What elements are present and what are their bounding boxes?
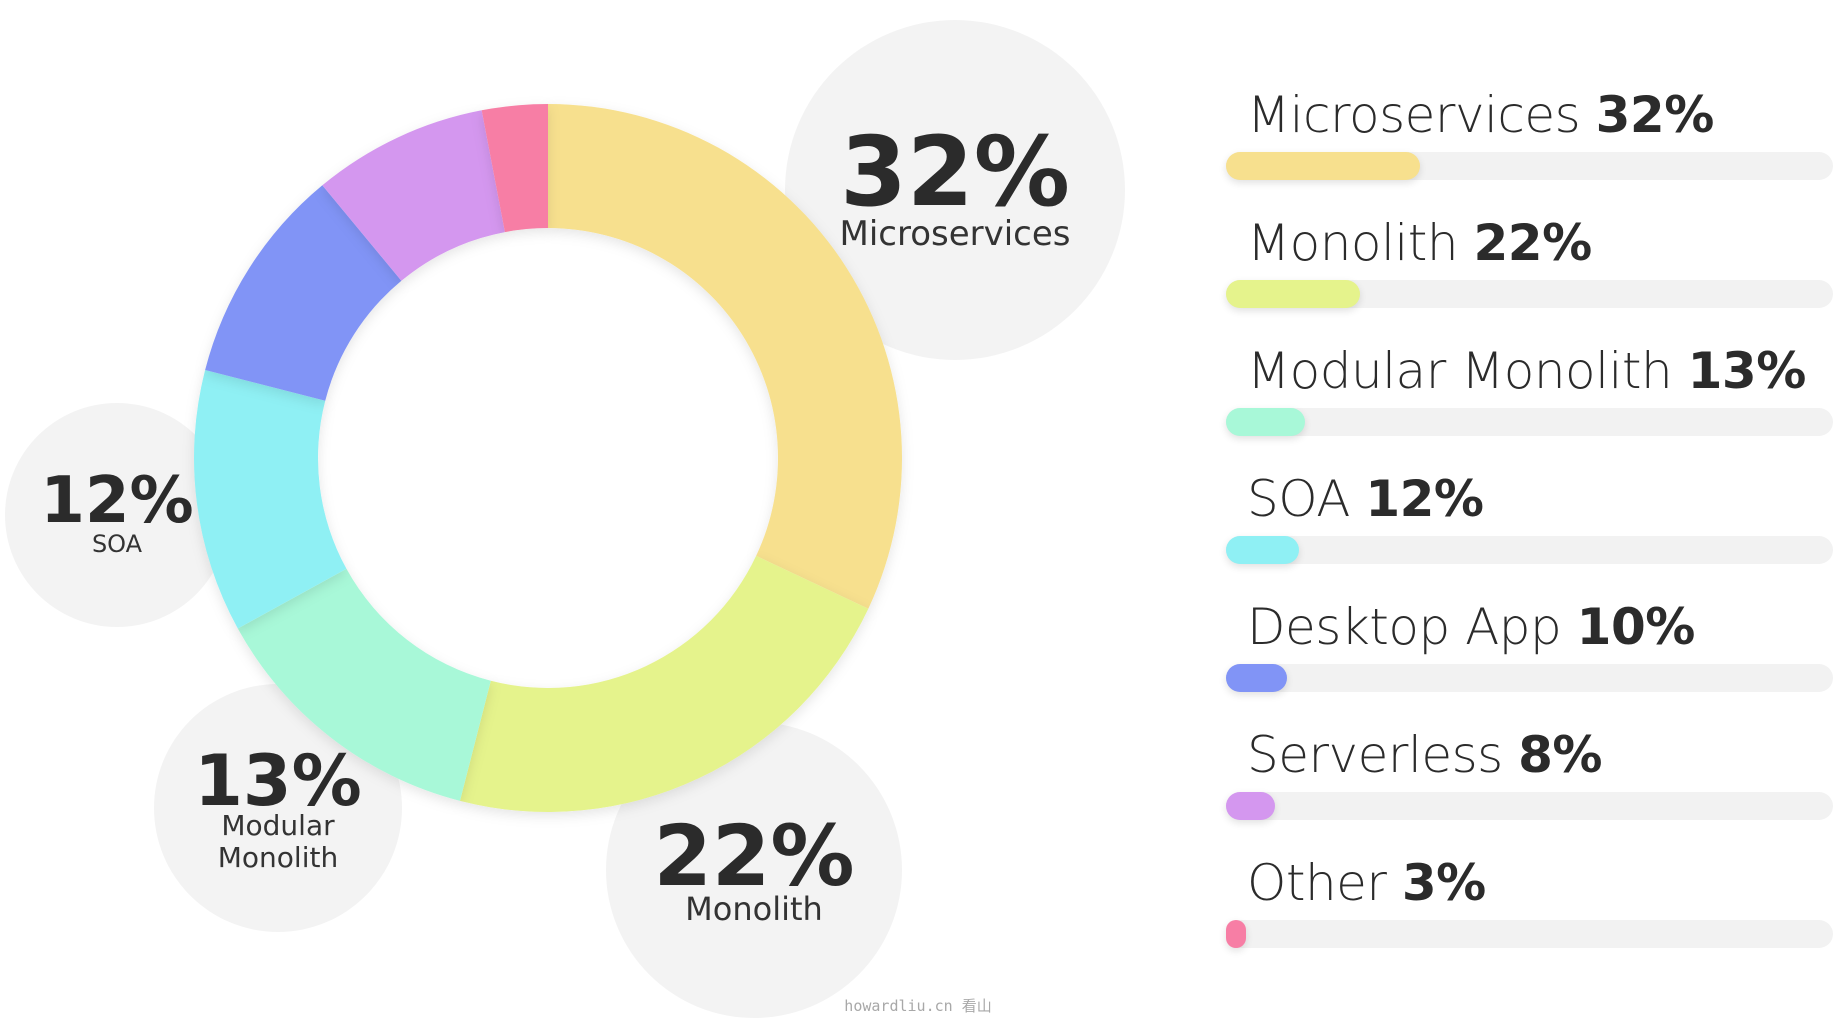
legend-item: Serverless 8% xyxy=(1223,720,1833,848)
callout-bubble-soa xyxy=(5,403,229,627)
legend-value: 13% xyxy=(1687,342,1807,400)
legend-category: Other xyxy=(1247,854,1402,912)
legend-label: Serverless 8% xyxy=(1247,726,1603,784)
legend-value: 22% xyxy=(1473,214,1592,272)
callout-value: 32% xyxy=(840,116,1070,228)
legend-item: SOA 12% xyxy=(1223,464,1833,592)
legend-label: Monolith 22% xyxy=(1247,214,1592,272)
legend-bar-track xyxy=(1226,792,1833,820)
donut-slice-desktop-app xyxy=(205,185,402,401)
legend-bar-track xyxy=(1226,152,1833,180)
legend-item: Microservices 32% xyxy=(1223,80,1833,208)
callout-value: 13% xyxy=(194,740,362,822)
legend-category: Modular Monolith xyxy=(1247,342,1688,400)
callout-bubble-microservices xyxy=(785,20,1125,360)
legend-bar-fill xyxy=(1226,792,1275,820)
legend-label: Modular Monolith 13% xyxy=(1247,342,1806,400)
donut-slice-serverless xyxy=(322,110,505,281)
legend-value: 3% xyxy=(1401,854,1486,912)
legend-item: Monolith 22% xyxy=(1223,208,1833,336)
callout-bubbles xyxy=(5,20,1125,1018)
legend-bar-track xyxy=(1226,920,1833,948)
callout-labels: 32%Microservices22%Monolith13%ModularMon… xyxy=(40,116,1070,928)
legend-bar-track xyxy=(1226,664,1833,692)
legend-value: 8% xyxy=(1518,726,1603,784)
legend-bar-fill xyxy=(1226,152,1421,180)
callout-bubble-modular-monolith xyxy=(154,684,402,932)
callout-value: 22% xyxy=(653,807,854,905)
legend-category: Microservices xyxy=(1247,86,1596,144)
legend-bar-track xyxy=(1226,280,1833,308)
donut-slice-soa xyxy=(194,369,347,629)
legend-bar-fill xyxy=(1226,664,1287,692)
donut-slice-other xyxy=(481,104,548,233)
legend-bar-fill xyxy=(1226,280,1360,308)
legend-item: Other 3% xyxy=(1223,848,1833,976)
legend-label: Desktop App 10% xyxy=(1247,598,1695,656)
legend-value: 12% xyxy=(1365,470,1484,528)
legend-item: Desktop App 10% xyxy=(1223,592,1833,720)
legend-label: SOA 12% xyxy=(1247,470,1484,528)
callout-bubble-monolith xyxy=(606,722,902,1018)
legend-category: Desktop App xyxy=(1247,598,1577,656)
legend-bar-fill xyxy=(1226,920,1246,948)
legend-bar-track xyxy=(1226,408,1833,436)
legend-category: Monolith xyxy=(1247,214,1474,272)
legend-item: Modular Monolith 13% xyxy=(1223,336,1833,464)
callout-name: Modular xyxy=(221,809,335,842)
legend-bar-fill xyxy=(1226,536,1299,564)
legend-label: Microservices 32% xyxy=(1247,86,1714,144)
legend-category: SOA xyxy=(1247,470,1366,528)
callout-value: 12% xyxy=(40,464,193,538)
legend-value: 32% xyxy=(1595,86,1715,144)
legend-bar-track xyxy=(1226,536,1833,564)
donut-slice-monolith xyxy=(459,555,869,813)
donut-slice-microservices xyxy=(548,104,902,609)
legend-category: Serverless xyxy=(1247,726,1519,784)
legend-label: Other 3% xyxy=(1247,854,1486,912)
donut-slice-modular-monolith xyxy=(237,568,491,801)
callout-name: SOA xyxy=(92,530,143,558)
donut-ring xyxy=(194,104,902,813)
legend-value: 10% xyxy=(1576,598,1696,656)
callout-name: Monolith xyxy=(685,890,823,928)
callout-name: Monolith xyxy=(218,841,338,874)
watermark: howardliu.cn 看山 xyxy=(844,997,992,1015)
legend-bar-fill xyxy=(1226,408,1305,436)
callout-name: Microservices xyxy=(839,214,1070,254)
legend: Microservices 32% Monolith 22% Modular Mon… xyxy=(1223,80,1833,976)
